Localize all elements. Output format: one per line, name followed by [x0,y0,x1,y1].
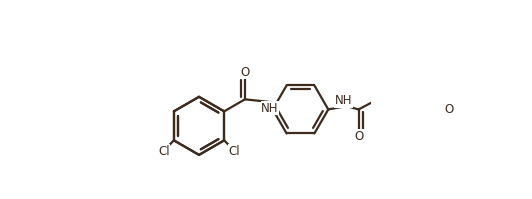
Text: NH: NH [261,101,279,114]
Text: Cl: Cl [228,145,240,158]
Text: Cl: Cl [158,145,170,158]
Text: O: O [354,130,363,143]
Text: O: O [444,103,454,116]
Text: NH: NH [335,94,352,107]
Text: O: O [240,66,250,79]
